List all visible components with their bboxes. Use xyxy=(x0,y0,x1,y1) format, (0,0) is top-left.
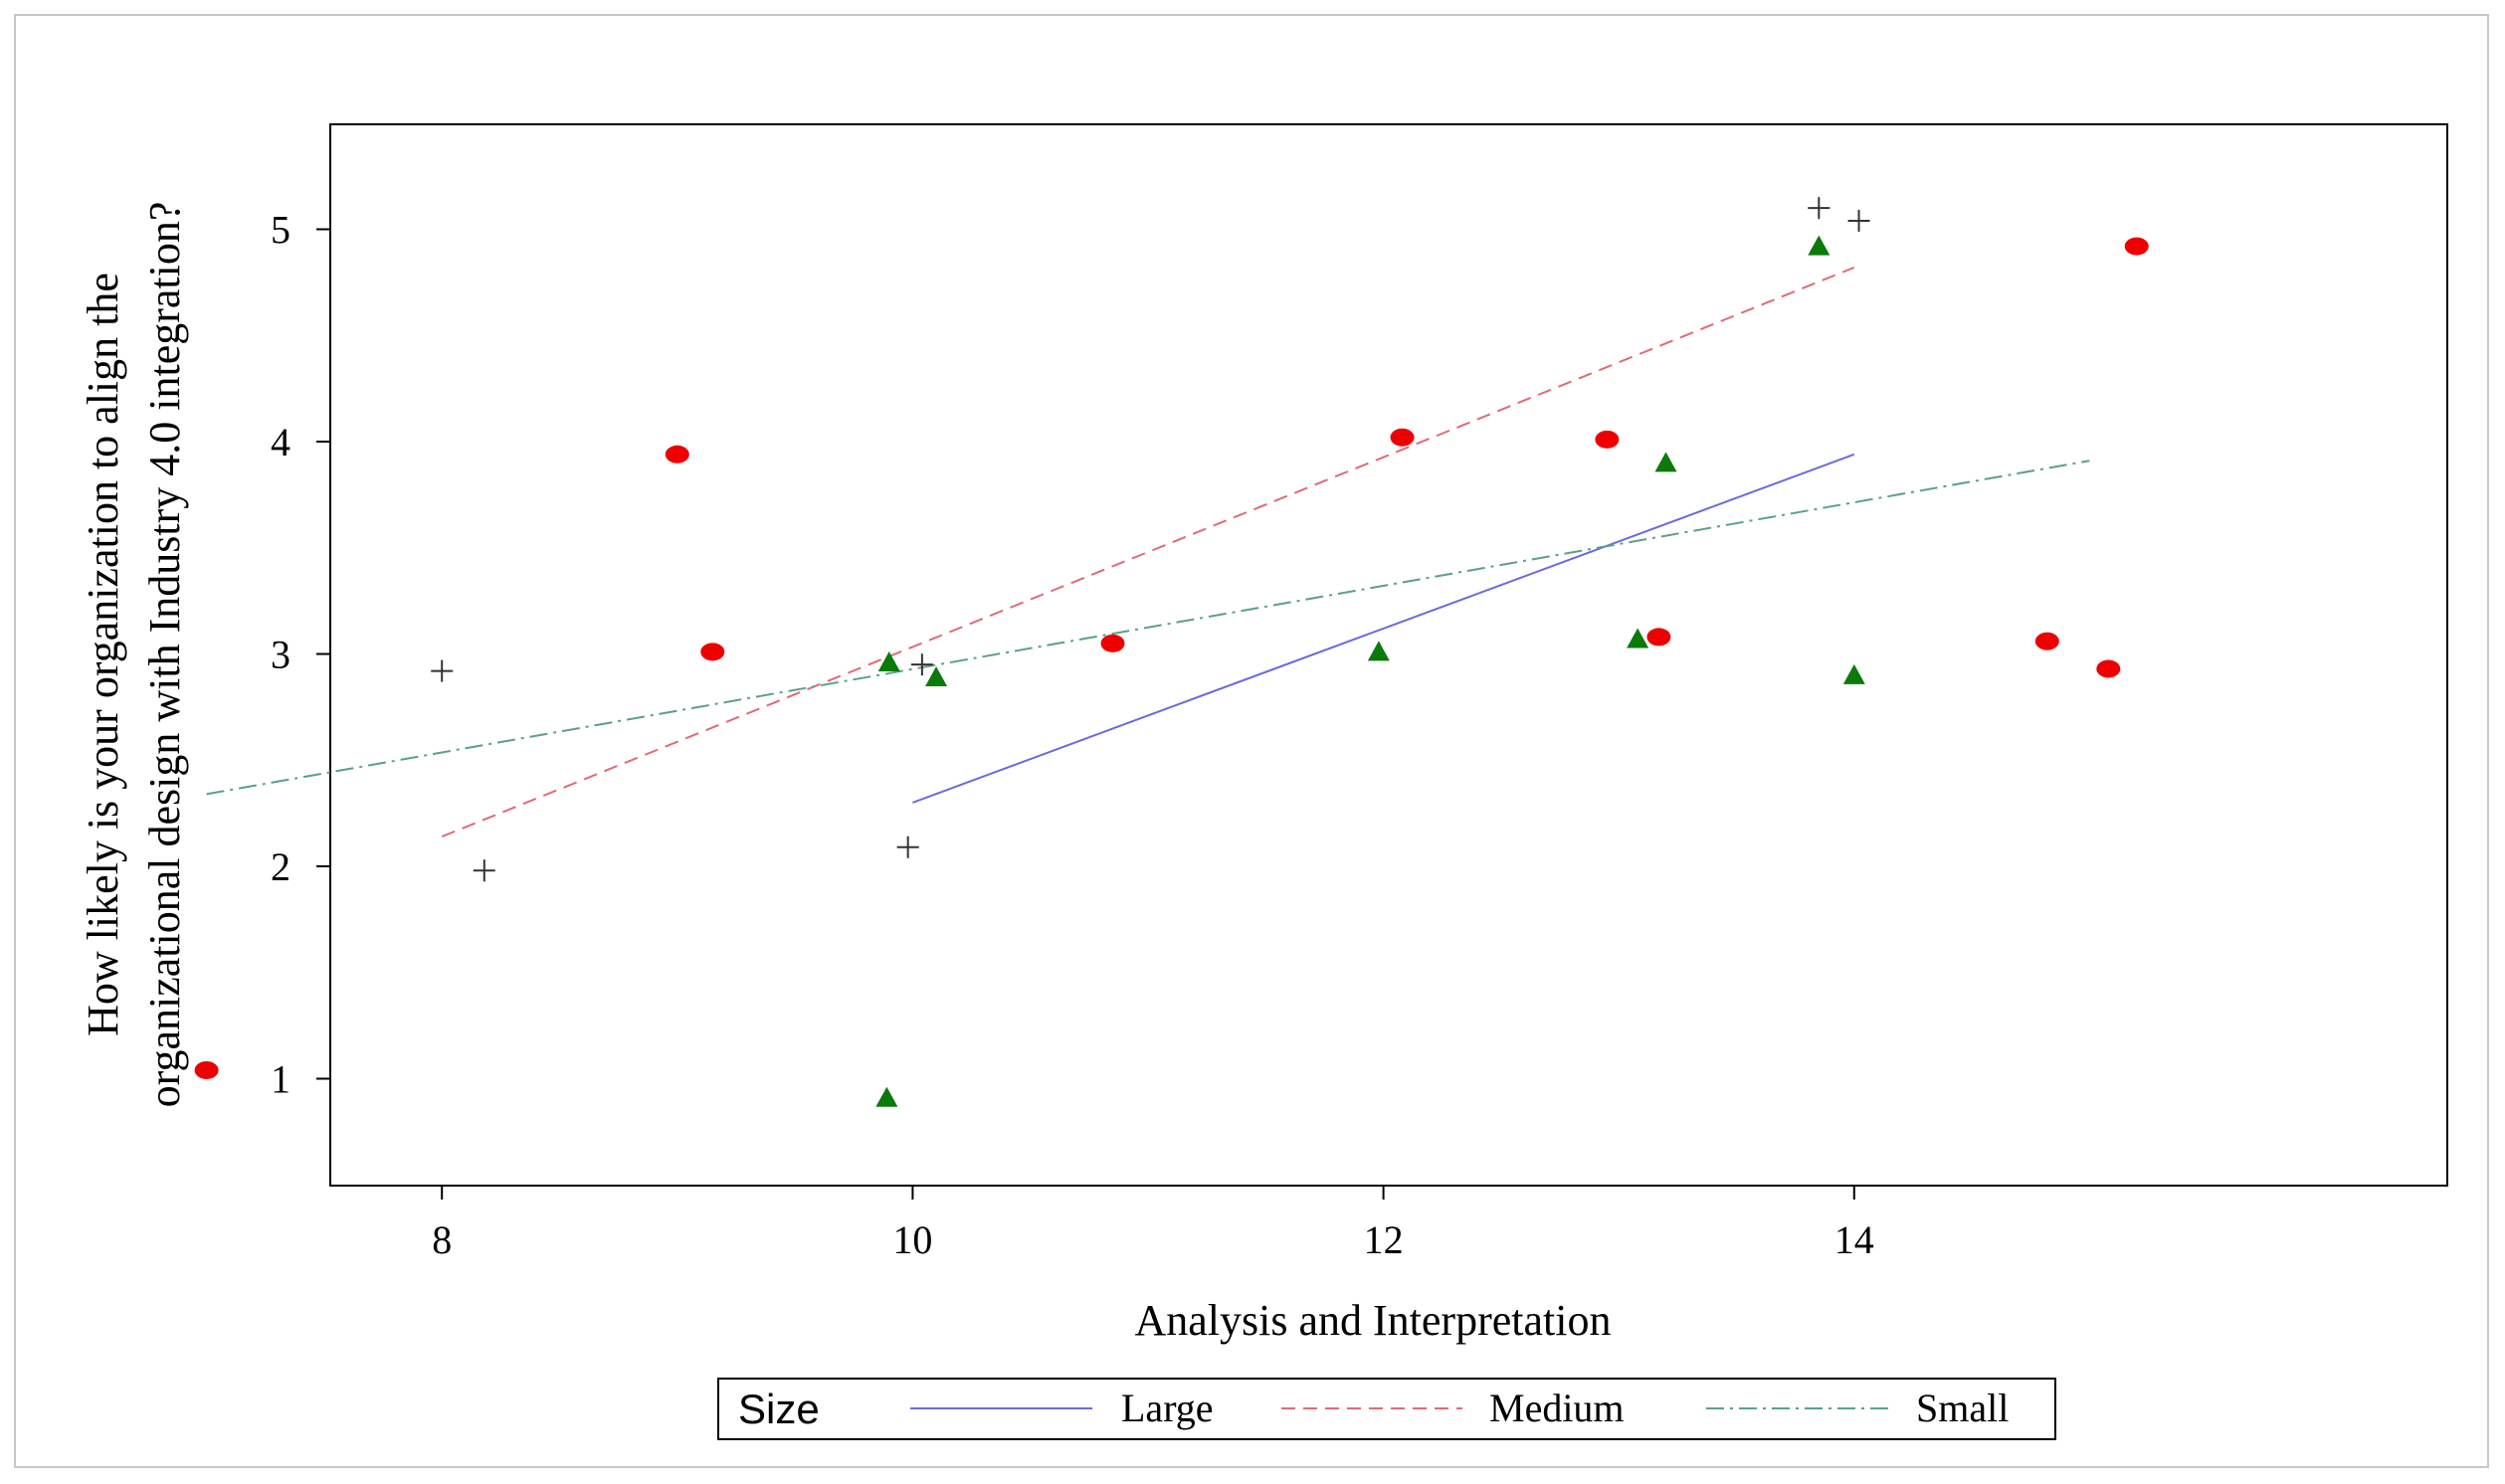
point-medium-5 xyxy=(1847,209,1870,232)
y-tick-label-5: 5 xyxy=(271,208,290,253)
point-small-3 xyxy=(1100,634,1125,652)
fit-line-large xyxy=(912,453,1855,804)
y-axis-title-line-2: organizational design with Industry 4.0 … xyxy=(140,202,189,1108)
fit-line-medium xyxy=(441,267,1855,838)
point-medium-0 xyxy=(431,659,454,682)
fit-lines xyxy=(206,267,2090,838)
data-markers xyxy=(194,197,2149,1107)
point-small-5 xyxy=(1595,430,1620,449)
x-axis-title: Analysis and Interpretation xyxy=(1135,1296,1612,1345)
point-large-6 xyxy=(1808,235,1831,256)
x-tick-label-10: 10 xyxy=(892,1217,932,1262)
point-medium-3 xyxy=(910,653,933,676)
point-medium-1 xyxy=(473,859,495,882)
point-small-1 xyxy=(665,445,689,464)
y-axis-ticks: 1 2 3 4 5 xyxy=(271,208,330,1102)
point-small-7 xyxy=(2034,632,2059,650)
plot-area xyxy=(329,123,2448,1187)
x-axis-ticks: 8 10 12 14 xyxy=(432,1186,1874,1262)
y-tick-label-2: 2 xyxy=(271,844,290,889)
point-medium-2 xyxy=(896,835,919,858)
legend-label-large: Large xyxy=(1121,1386,1214,1430)
y-tick-label-3: 3 xyxy=(271,633,290,677)
chart-frame xyxy=(14,14,2489,1468)
y-axis-title: How likely is your organization to align… xyxy=(79,202,189,1108)
point-large-5 xyxy=(1654,452,1677,472)
x-tick-label-8: 8 xyxy=(432,1217,452,1262)
y-tick-label-1: 1 xyxy=(271,1057,290,1102)
point-small-6 xyxy=(1646,628,1671,647)
x-tick-label-12: 12 xyxy=(1364,1217,1404,1262)
legend-label-medium: Medium xyxy=(1489,1386,1625,1430)
point-small-4 xyxy=(1390,428,1415,447)
point-large-4 xyxy=(1627,628,1649,649)
point-large-0 xyxy=(877,651,900,672)
point-large-7 xyxy=(1842,663,1865,684)
point-large-1 xyxy=(925,665,948,686)
legend-title: Size xyxy=(738,1386,820,1432)
point-large-3 xyxy=(1367,641,1390,661)
legend-label-small: Small xyxy=(1916,1386,2009,1430)
fit-line-small xyxy=(206,460,2090,796)
y-tick-label-4: 4 xyxy=(271,420,290,464)
point-medium-4 xyxy=(1808,197,1831,220)
y-axis-title-line-1: How likely is your organization to align… xyxy=(79,273,127,1036)
point-large-2 xyxy=(875,1086,898,1107)
point-small-8 xyxy=(2096,659,2121,678)
point-small-9 xyxy=(2124,237,2149,256)
point-small-2 xyxy=(700,643,725,661)
legend: Size Large Medium Small xyxy=(717,1378,2056,1440)
point-small-0 xyxy=(194,1060,219,1079)
x-tick-label-14: 14 xyxy=(1834,1217,1874,1262)
